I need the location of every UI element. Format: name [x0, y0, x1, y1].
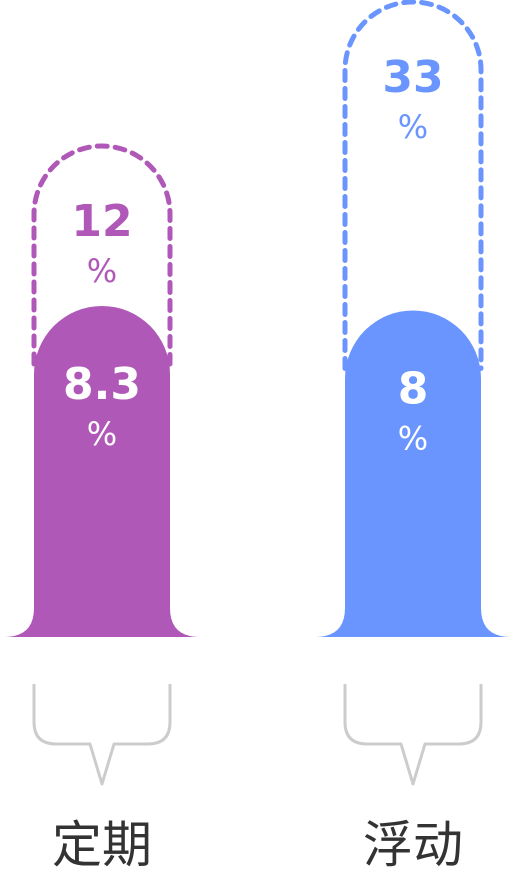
target-value-label-1: 33: [382, 52, 443, 103]
value-label-0: 8.3: [63, 359, 141, 410]
target-bar-outline-0: [31, 143, 173, 367]
target-value-label-0: 12: [71, 196, 132, 247]
target-unit-label-0: %: [87, 252, 117, 290]
bracket-1: [343, 684, 483, 786]
category-label-0: 定期: [52, 816, 152, 870]
value-unit-label-1: %: [398, 420, 428, 458]
target-unit-label-1: %: [398, 108, 428, 146]
filled-bar-0: [4, 306, 200, 637]
value-label-1: 8: [398, 364, 429, 415]
category-label-1: 浮动: [363, 816, 463, 870]
value-unit-label-0: %: [87, 415, 117, 453]
filled-bar-1: [315, 310, 511, 637]
target-bar-outline-1: [342, 0, 484, 371]
bracket-0: [32, 684, 172, 786]
